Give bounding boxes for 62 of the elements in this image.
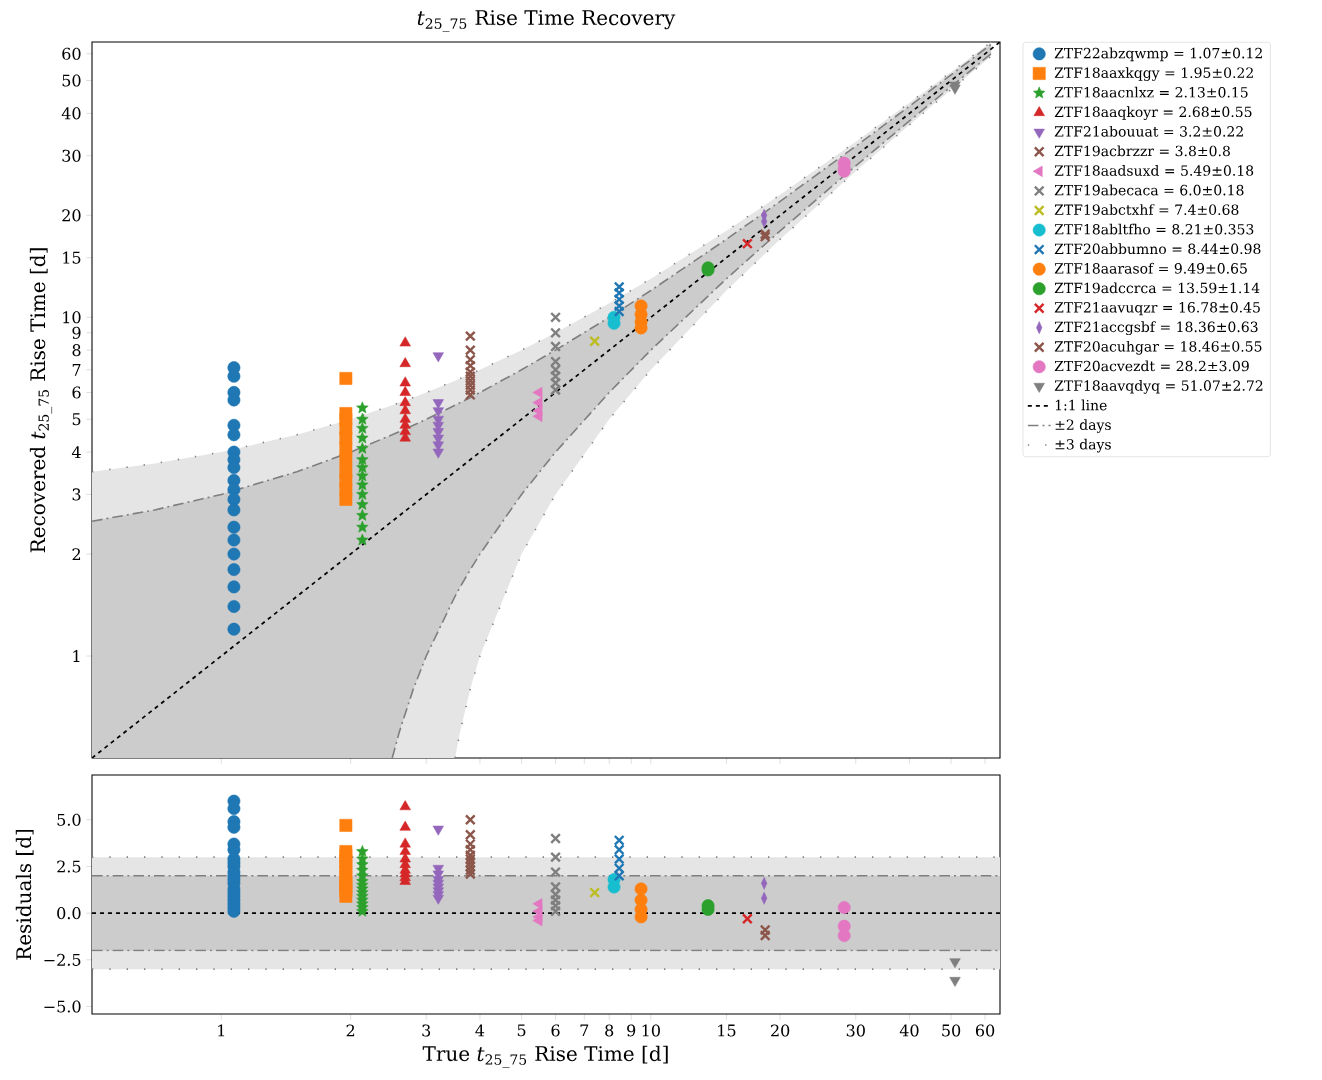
y-tick-label: 40 bbox=[61, 107, 81, 120]
y-tick-label: 9 bbox=[72, 326, 81, 339]
y-tick-label: −5.0 bbox=[44, 1000, 81, 1013]
y-tick-label: 30 bbox=[62, 149, 81, 162]
y-axis-title: Residuals [d] bbox=[15, 829, 34, 960]
x-tick-label: 10 bbox=[642, 1024, 660, 1037]
y-tick-label: 60 bbox=[62, 47, 81, 60]
legend-label: ZTF18aacnlxz = 2.13±0.15 bbox=[1054, 86, 1248, 98]
legend-label: ±3 days bbox=[1055, 438, 1111, 453]
x-tick-label: 15 bbox=[718, 1024, 736, 1037]
y-tick-label: 10 bbox=[63, 311, 81, 324]
legend-label: ZTF19abctxhf = 7.4±0.68 bbox=[1054, 204, 1239, 215]
legend-label: ZTF19adccrca = 13.59±1.14 bbox=[1054, 282, 1260, 294]
y-tick-label: 2.5 bbox=[57, 860, 81, 873]
legend-label: ZTF21abouuat = 3.2±0.22 bbox=[1054, 125, 1243, 137]
y-tick-label: 2 bbox=[72, 548, 81, 561]
x-tick-label: 50 bbox=[942, 1024, 961, 1037]
y-tick-label: −2.5 bbox=[44, 953, 81, 966]
x-tick-label: 3 bbox=[422, 1024, 431, 1037]
legend-label: ZTF20abbumno = 8.44±0.98 bbox=[1054, 243, 1261, 255]
legend-label: ZTF20acvezdt = 28.2±3.09 bbox=[1054, 360, 1249, 372]
y-tick-label: 20 bbox=[62, 209, 81, 222]
x-tick-label: 9 bbox=[627, 1024, 636, 1037]
x-tick-label: 5 bbox=[517, 1024, 526, 1037]
legend-label: ZTF21aavuqzr = 16.78±0.45 bbox=[1054, 301, 1260, 316]
y-axis-title: Recovered t$_{25_75}$ Rise Time [d] bbox=[29, 248, 53, 553]
x-tick-label: 30 bbox=[846, 1024, 865, 1037]
legend-label: ZTF19acbrzzr = 3.8±0.8 bbox=[1054, 145, 1230, 157]
y-tick-label: 1 bbox=[73, 650, 80, 662]
x-tick-label: 8 bbox=[605, 1024, 614, 1037]
x-tick-label: 60 bbox=[975, 1024, 995, 1037]
chart-title: t$_{25_75}$ Rise Time Recovery bbox=[417, 10, 676, 32]
x-tick-label: 4 bbox=[475, 1024, 485, 1037]
y-tick-label: 50 bbox=[62, 74, 81, 87]
legend-label: ZTF19abecaca = 6.0±0.18 bbox=[1054, 184, 1244, 196]
legend-label: ZTF20acuhgar = 18.46±0.55 bbox=[1054, 340, 1262, 355]
legend-label: ZTF18aavqdyq = 51.07±2.72 bbox=[1054, 380, 1263, 394]
x-axis-title: True t$_{25_75}$ Rise Time [d] bbox=[422, 1045, 668, 1068]
y-tick-label: 5 bbox=[72, 413, 81, 426]
legend-label: ±2 days bbox=[1055, 419, 1111, 433]
legend-label: 1:1 line bbox=[1055, 399, 1107, 411]
x-tick-label: 2 bbox=[346, 1024, 355, 1037]
legend-label: ZTF21accgsbf = 18.36±0.63 bbox=[1054, 321, 1258, 336]
y-tick-label: 7 bbox=[72, 363, 81, 376]
legend-label: ZTF18aaqkoyr = 2.68±0.55 bbox=[1054, 106, 1252, 121]
legend-label: ZTF18aaxkqgy = 1.95±0.22 bbox=[1054, 67, 1253, 81]
legend-label: ZTF18abltfho = 8.21±0.353 bbox=[1054, 223, 1254, 235]
legend-label: ZTF18aadsuxd = 5.49±0.18 bbox=[1054, 165, 1254, 176]
x-tick-label: 40 bbox=[899, 1024, 919, 1037]
legend-label: ZTF18aarasof = 9.49±0.65 bbox=[1054, 262, 1247, 274]
x-tick-label: 20 bbox=[771, 1024, 790, 1037]
y-tick-label: 8 bbox=[72, 344, 81, 357]
x-tick-label: 7 bbox=[580, 1024, 589, 1037]
y-tick-label: 4 bbox=[71, 446, 81, 459]
y-tick-label: 0.0 bbox=[57, 907, 81, 920]
y-tick-label: 3 bbox=[72, 488, 81, 501]
legend-label: ZTF22abzqwmp = 1.07±0.12 bbox=[1054, 47, 1262, 62]
y-tick-label: 5.0 bbox=[57, 813, 81, 826]
x-tick-label: 1 bbox=[218, 1024, 225, 1037]
x-tick-label: 6 bbox=[551, 1024, 560, 1037]
y-tick-label: 15 bbox=[63, 251, 81, 264]
y-tick-label: 6 bbox=[72, 386, 81, 399]
